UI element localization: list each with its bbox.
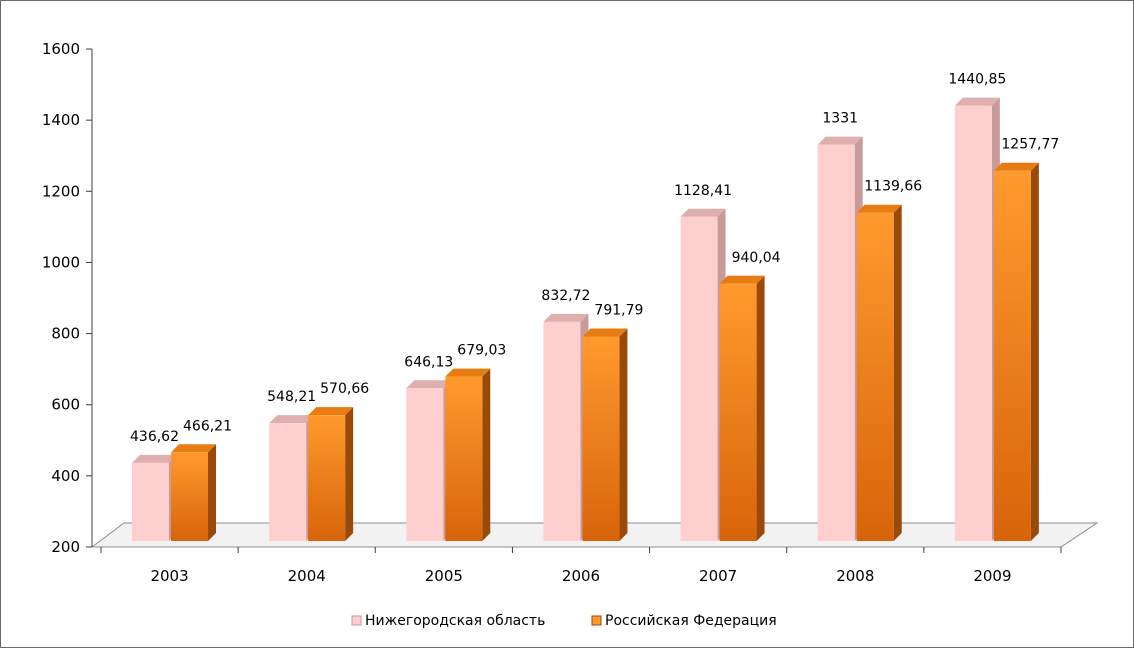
bar-side	[893, 204, 902, 541]
legend: Нижегородская область Российская Федерац…	[351, 613, 777, 629]
bar-side	[345, 407, 354, 541]
legend-swatch-series-1	[351, 615, 362, 626]
data-label-series-2: 940,04	[732, 250, 781, 266]
y-tick-label: 1000	[42, 253, 80, 271]
y-tick-label: 1400	[42, 111, 80, 129]
bar-front	[406, 388, 444, 541]
bar-front	[132, 462, 169, 541]
legend-swatch-series-2	[591, 615, 602, 626]
bar-top	[308, 407, 354, 416]
bar-front	[308, 415, 346, 541]
bar-front	[269, 423, 307, 541]
bar-top	[171, 444, 216, 453]
bar-series-1-2003	[132, 454, 177, 541]
bar-top	[132, 454, 177, 463]
y-tick-label: 1200	[42, 182, 80, 200]
y-tick-label: 400	[51, 467, 80, 485]
y-tick-label: 800	[51, 325, 80, 343]
bars	[132, 97, 1039, 542]
bar-series-2-2007	[719, 275, 765, 541]
bar-series-2-2006	[582, 328, 628, 541]
bar-front	[954, 105, 992, 541]
bar-series-2-2009	[993, 162, 1039, 542]
y-tick-label: 600	[51, 396, 80, 414]
legend-label-series-2: Российская Федерация	[605, 613, 777, 629]
bar-top	[719, 275, 765, 284]
bar-series-2-2003	[171, 444, 216, 541]
bar-top	[582, 328, 628, 337]
bar-series-1-2009	[954, 97, 1000, 541]
bar-front	[993, 170, 1031, 542]
data-label-series-1: 646,13	[404, 354, 453, 370]
data-label-series-1: 436,62	[130, 429, 179, 445]
bar-series-1-2005	[406, 380, 452, 541]
bar-series-2-2005	[445, 368, 491, 541]
bar-top	[993, 162, 1039, 171]
bar-side	[756, 275, 765, 541]
x-tick-label: 2005	[425, 567, 463, 585]
data-label-series-2: 570,66	[320, 381, 369, 397]
bar-front	[171, 452, 208, 541]
data-label-series-1: 1440,85	[948, 72, 1006, 88]
bar-top	[543, 313, 589, 322]
bar-top	[817, 136, 863, 145]
y-tick-label: 200	[51, 538, 80, 556]
data-label-series-2: 1257,77	[1001, 137, 1059, 153]
bar-front	[719, 283, 757, 541]
bar-series-1-2004	[269, 415, 315, 541]
x-tick-label: 2007	[699, 567, 737, 585]
data-label-series-1: 1128,41	[674, 183, 732, 199]
data-label-series-1: 1331	[822, 111, 858, 127]
bar-series-1-2006	[543, 313, 589, 541]
bar-series-1-2008	[817, 136, 863, 542]
x-axis-labels: 2003 2004 2005 2006 2007 2008 2009	[100, 547, 1062, 585]
bar-front	[582, 336, 620, 541]
bar-side	[208, 444, 216, 541]
bar-side	[482, 368, 491, 541]
legend-label-series-1: Нижегородская область	[365, 613, 545, 629]
x-tick-label: 2003	[150, 567, 188, 585]
bar-side	[619, 328, 628, 541]
legend-item-series-1: Нижегородская область	[351, 613, 545, 629]
x-tick-label: 2008	[836, 567, 874, 585]
data-label-series-2: 1139,66	[864, 179, 922, 195]
bar-front	[856, 212, 894, 541]
bar-front	[680, 216, 718, 542]
bar-top	[406, 380, 452, 389]
data-label-series-2: 679,03	[457, 343, 506, 359]
bar-front	[817, 144, 855, 542]
bar-series-2-2008	[856, 204, 902, 541]
bar-top	[680, 208, 726, 217]
bar-series-1-2007	[680, 208, 726, 542]
bar-top	[269, 415, 315, 424]
bar-top	[445, 368, 491, 377]
bar-front	[543, 321, 581, 541]
data-label-series-1: 548,21	[267, 389, 316, 405]
bar-top	[954, 97, 1000, 106]
bar-top	[856, 204, 902, 213]
x-tick-label: 2004	[288, 567, 326, 585]
data-label-series-1: 832,72	[541, 288, 590, 304]
bar-front	[445, 376, 483, 541]
y-axis: 200 400 600 800 1000 1200 1400 1600	[42, 40, 93, 556]
data-label-series-2: 791,79	[594, 302, 643, 318]
y-tick-label: 1600	[42, 40, 80, 58]
legend-item-series-2: Российская Федерация	[591, 613, 777, 629]
bar-side	[1030, 162, 1039, 542]
x-tick-label: 2006	[562, 567, 600, 585]
data-label-series-2: 466,21	[183, 418, 232, 434]
bar-series-2-2004	[308, 407, 354, 541]
x-tick-label: 2009	[973, 567, 1011, 585]
